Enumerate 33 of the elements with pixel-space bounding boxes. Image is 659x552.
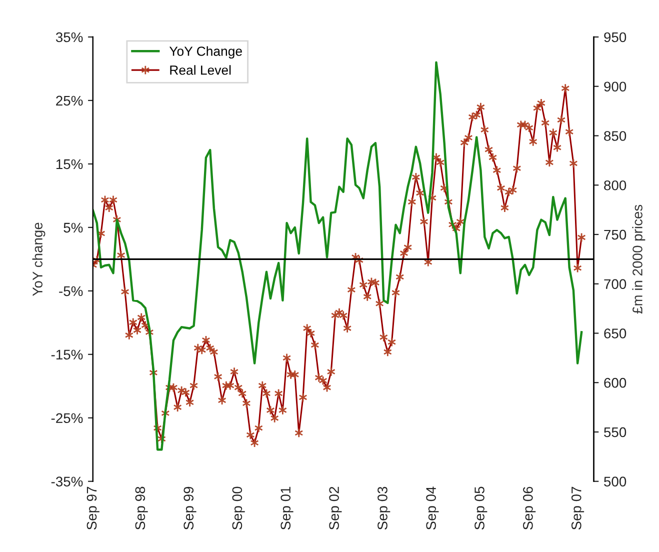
y2-tick-label: 850 bbox=[604, 131, 626, 141]
x-tick-label: Sep 00 bbox=[232, 486, 245, 530]
y-tick-label: 35% bbox=[56, 32, 83, 42]
y-tick-label: -5% bbox=[59, 286, 83, 296]
y2-tick-label: 800 bbox=[604, 180, 626, 190]
legend-label: Real Level bbox=[170, 65, 231, 75]
x-tick-label: Sep 06 bbox=[523, 486, 536, 530]
x-tick-label: Sep 01 bbox=[280, 486, 294, 530]
x-tick-label: Sep 99 bbox=[184, 486, 196, 530]
y2-tick-label: 950 bbox=[604, 32, 626, 42]
y-tick-label: 5% bbox=[64, 222, 83, 233]
x-tick-label: Sep 97 bbox=[86, 486, 100, 530]
x-tick-label: Sep 05 bbox=[474, 486, 488, 530]
y-tick-label: -35% bbox=[51, 476, 83, 487]
y2-tick-label: 650 bbox=[604, 328, 626, 338]
x-tick-label: Sep 98 bbox=[135, 486, 148, 530]
y2-tick-label: 900 bbox=[604, 82, 626, 92]
y2-tick-label: 700 bbox=[604, 279, 626, 290]
y-tick-label: 25% bbox=[56, 96, 83, 106]
x-tick-label: Sep 02 bbox=[329, 486, 342, 530]
y2-tick-label: 750 bbox=[604, 230, 626, 240]
x-tick-label: Sep 04 bbox=[426, 486, 439, 530]
x-tick-label: Sep 03 bbox=[378, 486, 390, 530]
y2-tick-label: 550 bbox=[604, 427, 626, 438]
y2-axis-title: £m in 2000 prices bbox=[632, 204, 646, 314]
y-tick-label: 15% bbox=[56, 159, 83, 170]
y-tick-label: -25% bbox=[51, 413, 83, 424]
y-axis-title: YoY change bbox=[32, 222, 46, 296]
x-tick-label: Sep 07 bbox=[571, 486, 584, 530]
y2-tick-label: 500 bbox=[604, 476, 626, 487]
legend-label: YoY Change bbox=[169, 46, 242, 59]
y-tick-label: -15% bbox=[51, 350, 83, 360]
y2-tick-label: 600 bbox=[604, 378, 626, 388]
